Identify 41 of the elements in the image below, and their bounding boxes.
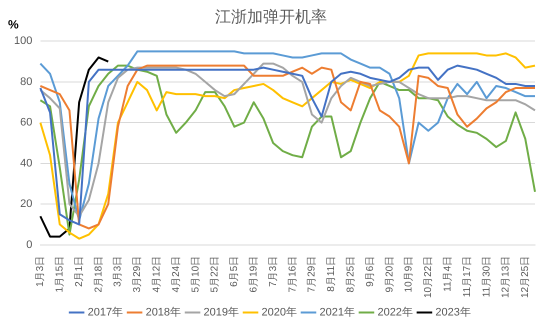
- x-tick-label: 9月6日: [364, 256, 376, 287]
- x-tick-label: 6月5日: [229, 256, 240, 287]
- x-tick-label: 7月29日: [306, 256, 318, 292]
- y-tick-label: 0: [26, 238, 32, 251]
- legend-label: 2022年: [377, 306, 413, 319]
- chart-title: 江浙加弹开机率: [215, 8, 327, 26]
- x-tick-label: 2月1日: [74, 256, 85, 287]
- legend-label: 2021年: [319, 306, 355, 319]
- legend-label: 2018年: [146, 306, 182, 319]
- x-tick-label: 11月4日: [442, 256, 454, 292]
- x-tick-label: 4月12日: [151, 256, 162, 292]
- x-tick-label: 1月15日: [54, 256, 66, 292]
- x-tick-label: 12月13日: [500, 256, 512, 298]
- x-tick-label: 12月25日: [520, 256, 532, 298]
- x-tick-label: 5月22日: [210, 256, 221, 292]
- legend-label: 2017年: [88, 306, 124, 319]
- x-tick-label: 4月24日: [170, 256, 182, 292]
- x-tick-label: 8月11日: [326, 256, 338, 292]
- x-tick-label: 11月30日: [481, 256, 492, 298]
- x-tick-label: 1月3日: [35, 256, 46, 287]
- x-tick-label: 6月19日: [248, 256, 260, 292]
- x-tick-label: 5月10日: [190, 256, 202, 292]
- y-tick-label: 40: [20, 157, 32, 170]
- y-tick-label: 20: [20, 198, 32, 210]
- x-tick-label: 11月17日: [462, 256, 473, 298]
- x-tick-label: 10月9日: [404, 256, 415, 292]
- x-tick-label: 2月18日: [93, 256, 104, 292]
- y-tick-label: 100: [14, 35, 32, 48]
- y-tick-label: 60: [20, 116, 32, 129]
- legend-label: 2023年: [435, 306, 471, 319]
- x-tick-label: 7月3日: [268, 256, 279, 287]
- x-tick-label: 3月29日: [132, 256, 144, 292]
- x-tick-label: 7月16日: [287, 256, 298, 292]
- x-tick-label: 8月25日: [345, 256, 356, 292]
- legend-label: 2020年: [262, 306, 297, 319]
- legend-label: 2019年: [204, 306, 240, 319]
- x-tick-label: 9月20日: [384, 256, 396, 292]
- y-tick-label: 80: [20, 76, 32, 88]
- x-tick-label: 3月3日: [112, 256, 124, 287]
- x-tick-label: 10月22日: [423, 256, 434, 298]
- y-axis-title: %: [8, 18, 19, 32]
